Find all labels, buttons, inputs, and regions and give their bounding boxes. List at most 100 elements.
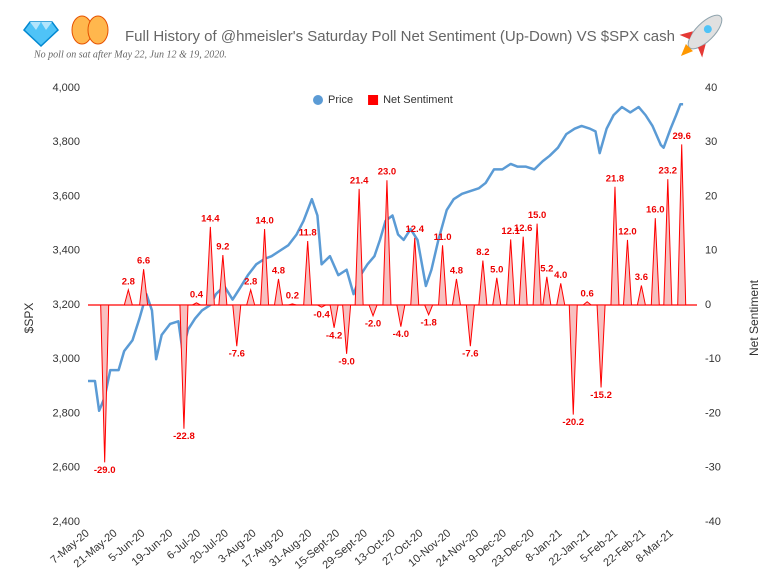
data-label: -2.0 (365, 318, 381, 329)
sentiment-spike (205, 226, 215, 306)
data-label: 0.6 (581, 288, 594, 299)
data-label: 12.6 (514, 223, 533, 234)
y2-tick-label: 10 (705, 245, 717, 257)
data-label: -22.8 (173, 431, 195, 442)
sentiment-spike (542, 276, 552, 306)
sentiment-spike (354, 188, 364, 306)
data-label: 23.2 (659, 166, 678, 177)
data-label: 29.6 (672, 131, 691, 142)
sentiment-spike (596, 304, 606, 388)
data-label: 11.0 (434, 232, 452, 243)
y-tick-label: 2,400 (52, 516, 80, 528)
data-label: 14.0 (255, 216, 274, 227)
y-tick-label: 3,800 (52, 136, 80, 148)
subtitle: No poll on sat after May 22, Jun 12 & 19… (33, 49, 227, 60)
data-label: 12.0 (618, 226, 637, 237)
data-label: 3.6 (635, 272, 648, 283)
legend-label: Price (328, 94, 353, 106)
chart-title: Full History of @hmeisler's Saturday Pol… (125, 28, 675, 45)
sentiment-spike (622, 239, 633, 306)
y-tick-label: 3,200 (52, 299, 80, 311)
sentiment-spike (382, 180, 392, 306)
data-label: 4.8 (450, 265, 463, 276)
sentiment-spike (218, 255, 228, 306)
sentiment-spike (465, 304, 475, 347)
y2-tick-label: 30 (705, 136, 717, 148)
sentiment-spike (451, 278, 462, 306)
sentiment-spike (636, 285, 646, 306)
sentiment-spike (100, 304, 110, 463)
data-label: -29.0 (94, 465, 116, 476)
sentiment-spike (438, 245, 448, 306)
sentiment-spike (677, 144, 687, 306)
sentiment-spike (650, 218, 660, 306)
sentiment-spike (246, 287, 256, 306)
sentiment-spike (139, 269, 149, 306)
sentiment-spike (506, 239, 516, 306)
data-label: -15.2 (590, 390, 612, 401)
y2-tick-label: -20 (705, 407, 721, 419)
y2-tick-label: -40 (705, 516, 721, 528)
data-label: 14.4 (201, 213, 220, 224)
y-axis-label: $SPX (22, 303, 36, 334)
data-label: 5.2 (540, 263, 553, 274)
sentiment-spike (179, 304, 189, 429)
sentiment-spike (581, 301, 593, 306)
data-label: -7.6 (462, 349, 478, 360)
y2-tick-label: -30 (705, 462, 721, 474)
y-tick-label: 3,600 (52, 190, 80, 202)
data-label: 11.8 (299, 228, 317, 239)
sentiment-spike (663, 179, 673, 306)
y2-axis-label: Net Sentiment (747, 279, 761, 356)
sentiment-spike (342, 304, 352, 354)
sentiment-spike (492, 277, 502, 306)
data-label: -9.0 (338, 356, 354, 367)
sentiment-spike (303, 240, 313, 306)
data-label: 6.6 (137, 256, 150, 267)
data-label: -4.2 (326, 330, 342, 341)
sentiment-spike (396, 304, 406, 327)
sentiment-spike (410, 237, 420, 306)
data-label: 0.2 (286, 290, 299, 301)
data-label: 8.2 (476, 247, 489, 258)
data-label: 23.0 (378, 167, 397, 178)
data-label: 15.0 (528, 210, 547, 221)
sentiment-spike (518, 236, 528, 306)
sentiment-spike (288, 303, 297, 306)
sentiment-spike (273, 278, 284, 306)
data-label: 12.1 (501, 226, 520, 237)
y-tick-label: 2,800 (52, 407, 80, 419)
sentiment-spike (610, 186, 620, 306)
y2-tick-label: -10 (705, 353, 721, 365)
sentiment-spike (556, 283, 566, 306)
data-label: 9.2 (216, 242, 229, 253)
sentiment-spike (423, 304, 434, 317)
sentiment-spike (532, 223, 542, 306)
data-label: -20.2 (562, 417, 584, 428)
legend-swatch (368, 95, 379, 105)
data-label: -7.6 (229, 349, 245, 360)
data-label: 12.4 (405, 224, 424, 235)
y-tick-label: 3,000 (52, 353, 80, 365)
y-tick-label: 2,600 (52, 462, 80, 474)
data-label: 5.0 (490, 264, 503, 275)
data-label: 0.4 (190, 289, 204, 300)
sentiment-spike (368, 304, 378, 318)
sentiment-spike (232, 304, 242, 347)
y2-tick-label: 0 (705, 299, 711, 311)
sentiment-spike (192, 302, 201, 306)
sentiment-spike (260, 229, 270, 306)
sentiment-spike (317, 304, 326, 308)
legend-swatch (313, 95, 323, 105)
data-label: -4.0 (393, 329, 409, 340)
data-label: 4.0 (554, 270, 567, 281)
data-label: 21.4 (350, 175, 369, 186)
icons (22, 14, 723, 58)
y-tick-label: 3,400 (52, 245, 80, 257)
sentiment-spike (123, 287, 133, 306)
legend-label: Net Sentiment (383, 94, 453, 106)
data-label: 21.8 (606, 173, 625, 184)
data-label: 2.8 (122, 276, 135, 287)
data-label: 4.8 (272, 265, 285, 276)
